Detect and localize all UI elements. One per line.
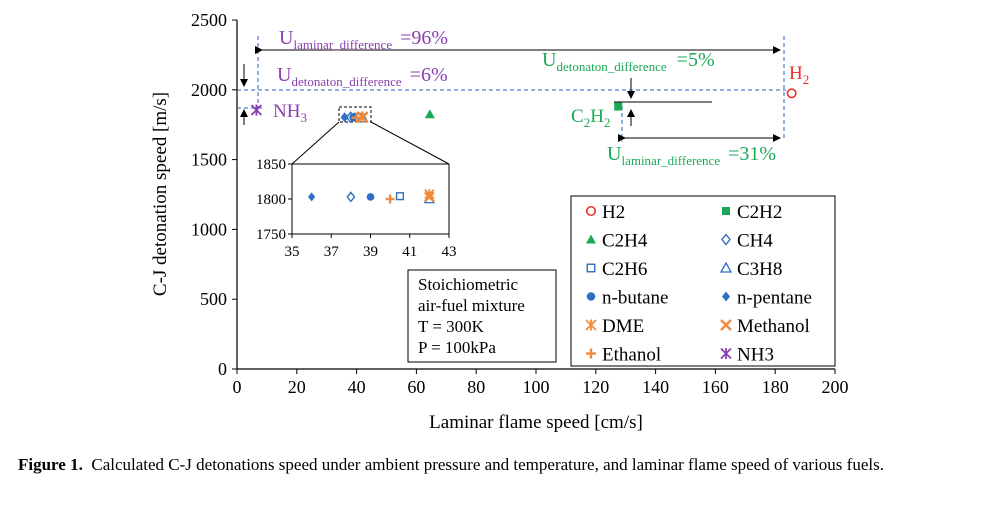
data-point-nh3 <box>250 104 263 116</box>
chart-figure: 0 20 40 60 80 100 120 140 160 180 2000500100015002… <box>150 10 849 433</box>
condition-line-3: T = 300K <box>418 317 485 336</box>
inset-x-tick-label: 41 <box>402 244 417 260</box>
legend-marker-c3h8 <box>719 261 733 273</box>
x-tick-label: 100 <box>523 377 550 397</box>
c2h2-point-label: C2H2 <box>571 106 610 130</box>
nh3-point-label: NH3 <box>273 101 307 125</box>
condition-line-2: air-fuel mixture <box>418 296 525 315</box>
legend-marker-c2h2 <box>722 207 730 215</box>
inset-ticks: 35 37 39 41 43 1750 1800 1850 <box>256 157 457 260</box>
x-tick-label: 160 <box>702 377 729 397</box>
y-tick-label: 2500 <box>191 10 227 30</box>
y-tick-label: 2000 <box>191 80 227 100</box>
inset-x-tick-label: 39 <box>363 244 378 260</box>
figure-caption: Figure 1. Calculated C-J detonations spe… <box>18 454 986 476</box>
legend-marker-c2h4 <box>586 234 596 244</box>
legend-marker-dme <box>585 319 597 331</box>
inset-y-tick-label: 1800 <box>256 192 286 208</box>
legend-marker-methanol <box>720 319 732 331</box>
u-detonation-6-label: Udetonaton_difference =6% <box>277 64 448 89</box>
conditions-box <box>407 269 557 363</box>
x-tick-label: 200 <box>822 377 849 397</box>
y-tick-label: 1000 <box>191 219 227 239</box>
x-tick-label: 40 <box>348 377 366 397</box>
inset-plot: 35 37 39 41 43 1750 1800 1850 <box>256 157 457 260</box>
y-tick-label: 1500 <box>191 150 227 170</box>
x-tick-label: 0 <box>233 377 242 397</box>
data-point-ethanol <box>351 112 362 123</box>
legend-label-methanol: Methanol <box>737 316 810 337</box>
x-tick-label: 120 <box>582 377 609 397</box>
legend-label-dme: DME <box>602 316 644 337</box>
legend-marker-nh3 <box>720 347 732 360</box>
legend-marker-h2 <box>585 205 597 217</box>
legend-label-nh3: NH3 <box>737 345 774 366</box>
condition-line-1: Stoichiometric <box>418 275 519 294</box>
legend-label-n-pentane: n-pentane <box>737 288 812 309</box>
x-tick-label: 60 <box>407 377 425 397</box>
legend-label-c2h2: C2H2 <box>737 202 782 223</box>
inset-y-tick-label: 1850 <box>256 157 286 173</box>
data-point-c2h2 <box>614 102 623 111</box>
u-laminar-31-label: Ulaminar_difference =31% <box>607 143 776 168</box>
h2-point-label: H2 <box>789 63 809 87</box>
caption-text: Calculated C-J detonations speed under a… <box>91 455 884 474</box>
legend-label-c2h6: C2H6 <box>602 259 647 280</box>
data-point-methanol <box>356 111 369 124</box>
legend-label-ethanol: Ethanol <box>602 345 661 366</box>
inset-point-c2h6 <box>395 192 405 201</box>
data-point-n-pentane <box>340 112 349 123</box>
legend-label-n-butane: n-butane <box>602 288 668 309</box>
inset-y-tick-label: 1750 <box>256 227 286 243</box>
data-point-h2 <box>786 88 797 99</box>
inset-point-ethanol <box>385 194 395 204</box>
condition-line-4: P = 100kPa <box>418 338 496 357</box>
zoom-connector-left <box>291 121 340 165</box>
legend-marker-c2h6 <box>586 263 596 273</box>
legend-marker-ethanol <box>586 348 596 359</box>
data-point-c2h4 <box>424 109 435 119</box>
x-tick-label: 80 <box>467 377 485 397</box>
u-detonation-5-label: Udetonaton_difference =5% <box>542 49 715 74</box>
axis-ticks: 0 20 40 60 80 100 120 140 160 180 2000500100015002… <box>191 10 849 397</box>
inset-x-tick-label: 43 <box>442 244 457 260</box>
x-tick-label: 180 <box>762 377 789 397</box>
x-tick-label: 20 <box>288 377 306 397</box>
y-tick-label: 0 <box>218 359 227 379</box>
legend: H2 C2H2 C2H4 CH4 C2H6 C3H8 n-butane n-pentane DM… <box>585 202 812 366</box>
y-tick-label: 500 <box>200 289 227 309</box>
legend-marker-n-pentane <box>722 291 730 302</box>
zoom-connector-right <box>370 121 450 165</box>
y-axis-label: C-J detonation speed [m/s] <box>150 92 171 296</box>
caption-label: Figure 1. <box>18 455 83 474</box>
inset-x-tick-label: 37 <box>324 244 340 260</box>
inset-point-n-butane <box>366 193 375 201</box>
x-tick-label: 140 <box>642 377 669 397</box>
main-data-points <box>250 88 797 124</box>
legend-marker-n-butane <box>586 292 596 301</box>
legend-label-c3h8: C3H8 <box>737 259 782 280</box>
legend-marker-ch4 <box>721 233 731 246</box>
legend-label-h2: H2 <box>602 202 625 223</box>
legend-box <box>570 195 836 367</box>
inset-point-ch4 <box>346 191 356 203</box>
legend-label-c2h4: C2H4 <box>602 231 648 252</box>
legend-label-ch4: CH4 <box>737 231 773 252</box>
inset-x-tick-label: 35 <box>285 244 300 260</box>
zoom-region-box <box>338 106 372 123</box>
inset-point-n-pentane <box>308 192 316 202</box>
u-laminar-96-label: Ulaminar_difference =96% <box>279 27 448 52</box>
inset-data-points <box>308 188 435 204</box>
inset-point-methanol <box>424 191 435 203</box>
x-axis-label: Laminar flame speed [cm/s] <box>429 412 643 433</box>
